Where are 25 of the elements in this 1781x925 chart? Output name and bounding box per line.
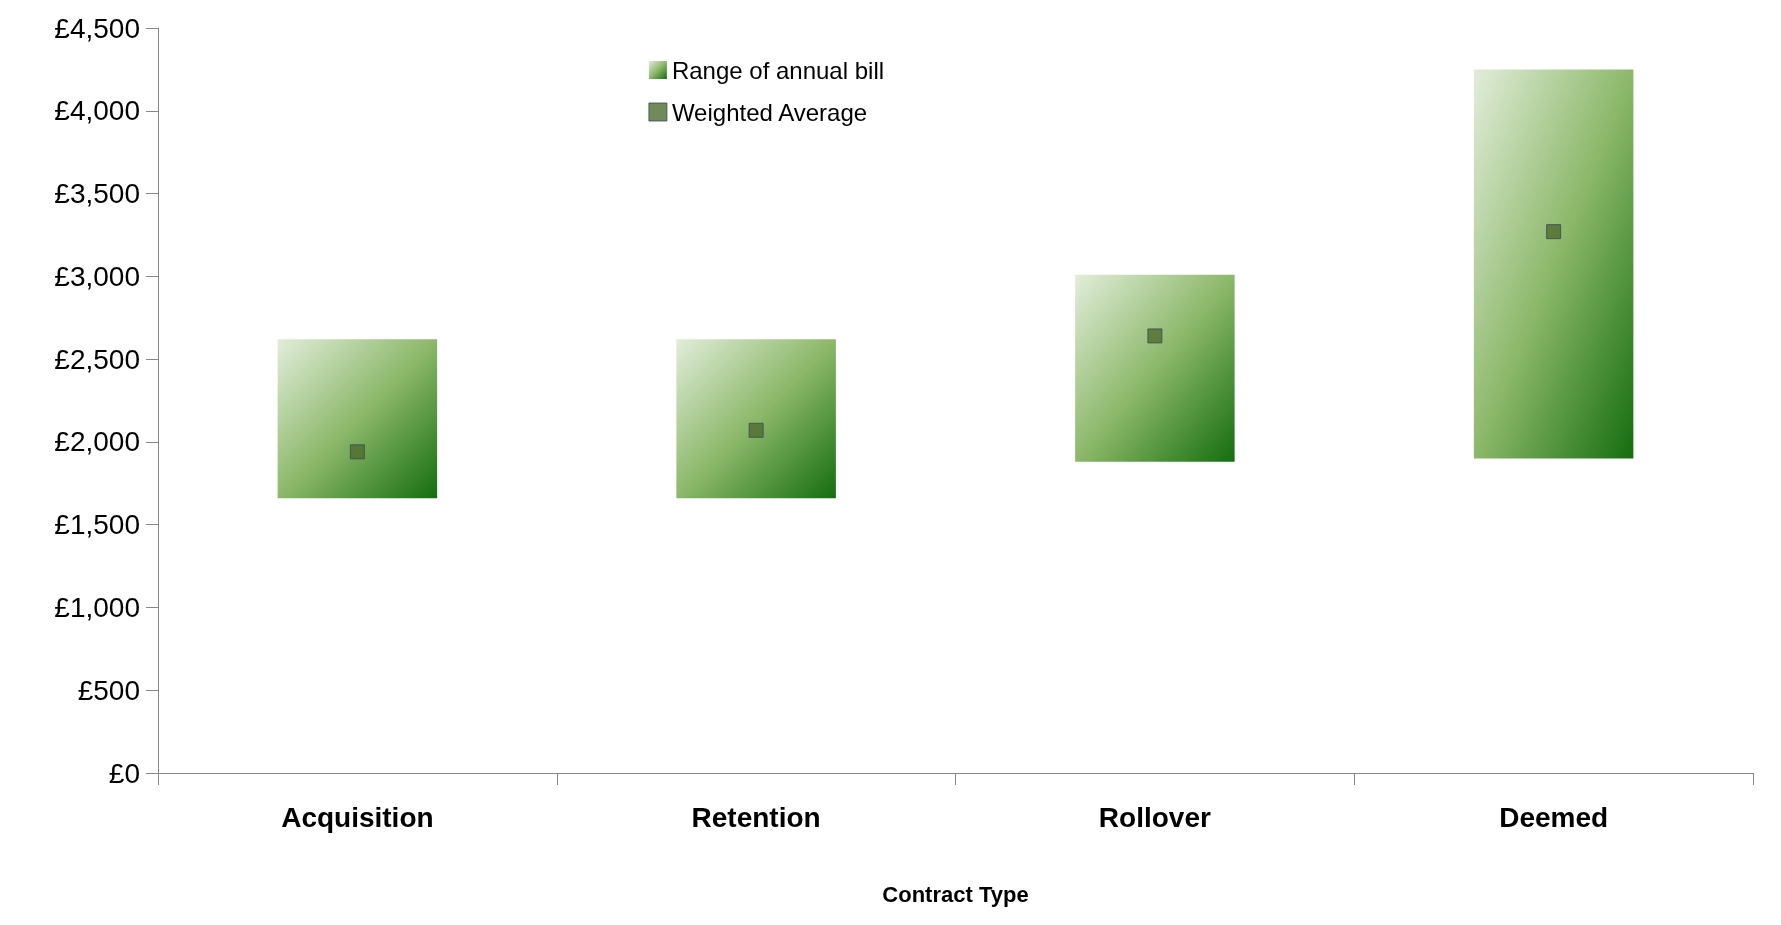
y-tick-label: £2,500 [54,343,140,375]
y-tick-label: £0 [108,757,140,789]
legend-label: Weighted Average [671,98,868,126]
y-tick-label: £3,000 [54,260,140,292]
point [1546,224,1562,240]
x-tick-label: Rollover [1098,801,1211,833]
x-tick-label: Acquisition [281,801,434,833]
point [748,422,764,438]
y-tick-label: £3,500 [54,178,140,210]
y-tick-label: £1,500 [54,509,140,541]
bar [1075,274,1235,462]
y-tick-label: £4,000 [54,95,140,127]
bar [277,339,438,499]
x-tick-label: Retention [691,801,821,833]
bar [676,339,836,499]
x-axis-title: Contract Type [882,881,1029,907]
point [349,444,365,460]
y-tick-label: £500 [77,674,140,706]
y-tick-label: £4,500 [54,12,140,44]
point [1147,328,1163,344]
bar [1473,69,1634,459]
x-tick-label: Deemed [1499,801,1609,833]
y-tick-label: £1,000 [54,591,140,623]
y-tick-label: £2,000 [54,426,140,458]
legend-label: Range of annual bill [671,56,885,84]
